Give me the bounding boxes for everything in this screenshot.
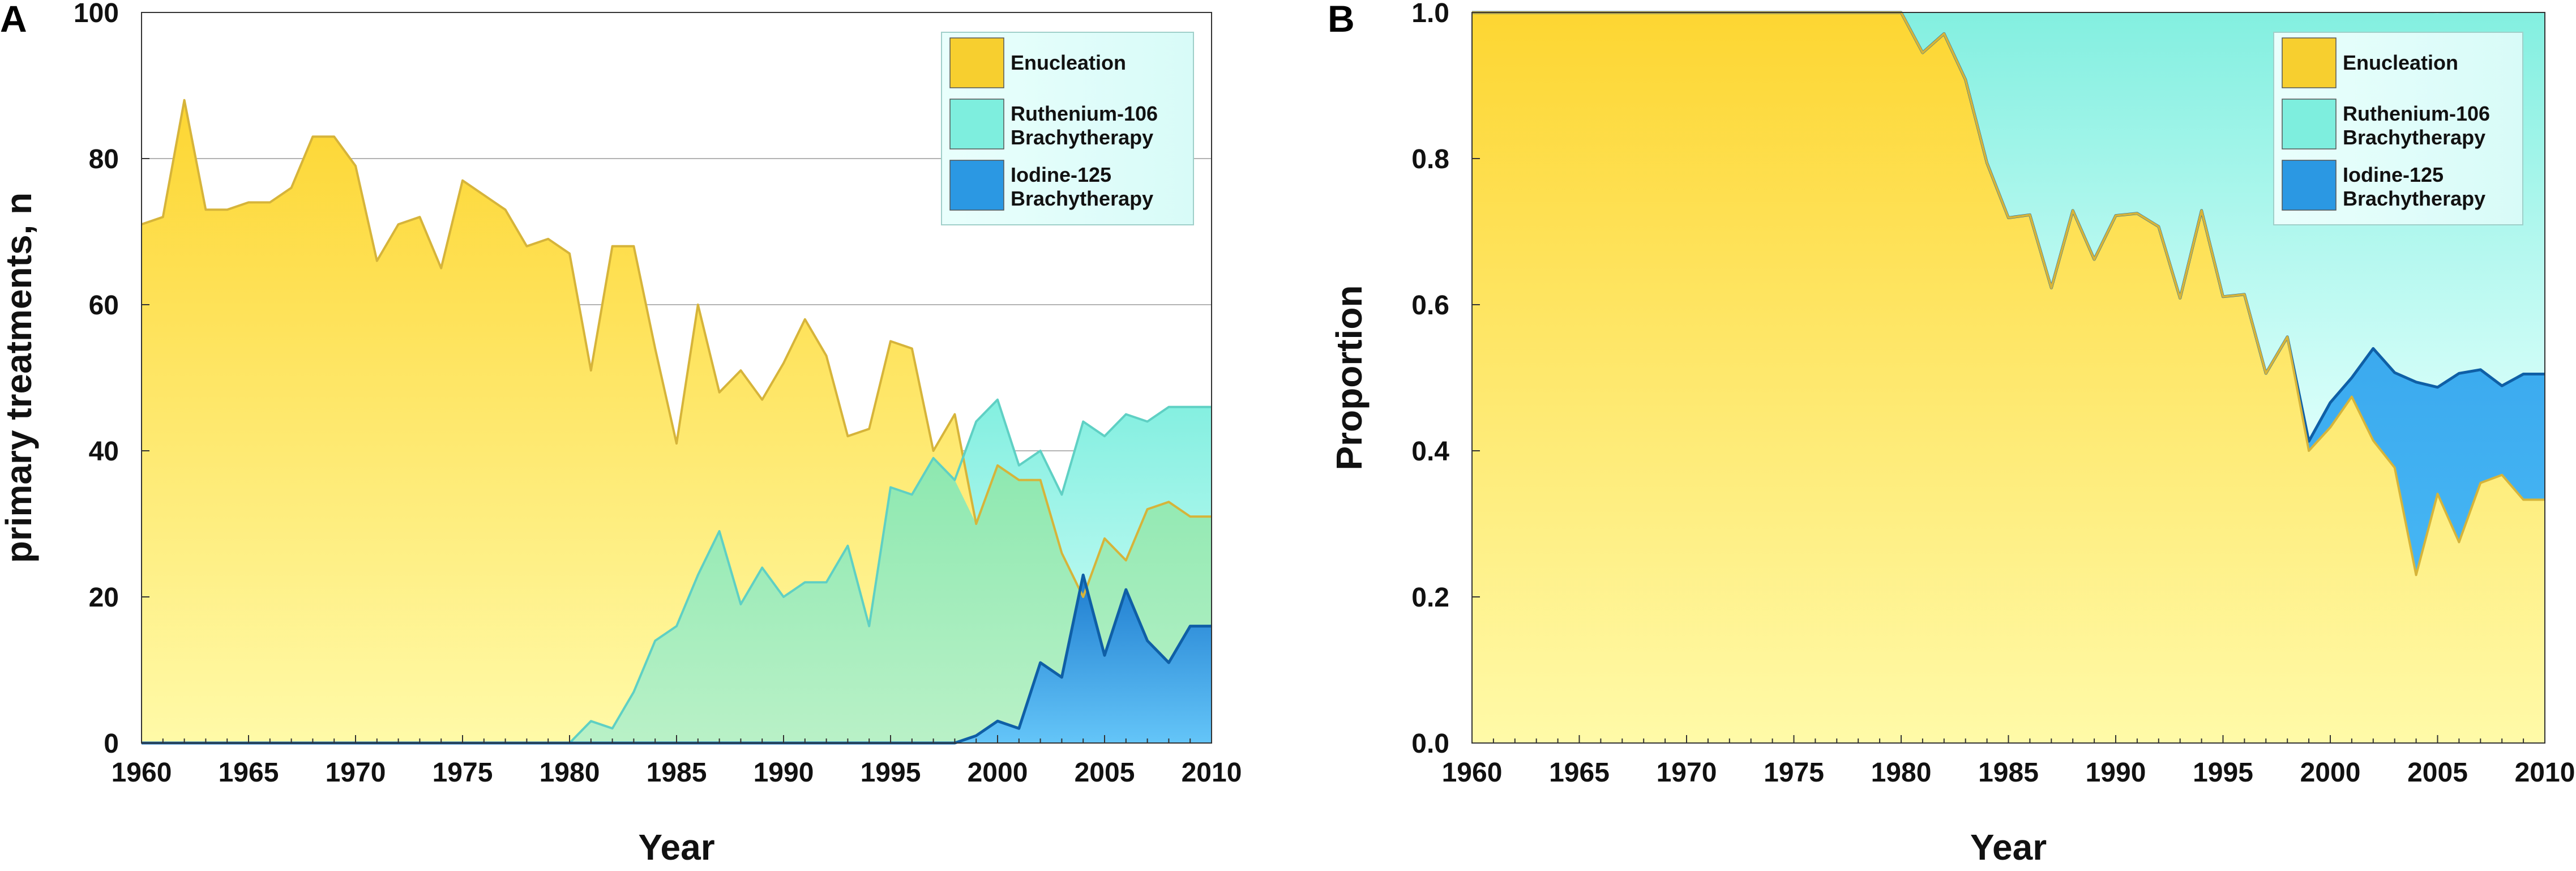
x-tick-label: 1985 bbox=[1978, 758, 2039, 788]
panel-b-x-axis-label: Year bbox=[1970, 827, 2047, 868]
y-tick-label: 100 bbox=[74, 0, 119, 28]
legend-swatch-enucleation bbox=[2282, 37, 2337, 88]
x-tick-label: 1985 bbox=[647, 758, 707, 788]
panel-a-y-axis-label: primary treatments, n bbox=[0, 193, 39, 563]
panel-a-y-ticks: 0 20 40 60 80 100 bbox=[74, 0, 149, 759]
y-tick-label: 0.2 bbox=[1411, 583, 1449, 613]
x-tick-label: 1960 bbox=[1442, 758, 1503, 788]
x-tick-label: 1965 bbox=[1549, 758, 1610, 788]
area-iodine-125 bbox=[142, 575, 1212, 743]
panel-b-y-axis-label: Proportion bbox=[1329, 285, 1370, 470]
series-line-enucleation bbox=[141, 99, 1212, 598]
x-tick-label: 1990 bbox=[2086, 758, 2146, 788]
area-overlap bbox=[142, 458, 1212, 743]
x-tick-label: 1965 bbox=[219, 758, 279, 788]
y-tick-label: 0.4 bbox=[1411, 437, 1449, 467]
x-tick-label: 2005 bbox=[2407, 758, 2468, 788]
panel-a-x-axis-label: Year bbox=[638, 827, 714, 868]
x-tick-label: 1970 bbox=[1657, 758, 1717, 788]
legend-label-ruthenium-106-brachytherapy: Ruthenium-106 Brachytherapy bbox=[1011, 102, 1158, 149]
y-tick-label: 1.0 bbox=[1411, 0, 1449, 28]
x-tick-label: 1980 bbox=[540, 758, 600, 788]
x-tick-label: 1975 bbox=[1764, 758, 1824, 788]
y-tick-label: 0.6 bbox=[1411, 291, 1449, 321]
panel-b-y-ticks: 0.0 0.2 0.4 0.6 0.8 1.0 bbox=[1411, 0, 1480, 759]
legend-label-enucleation: Enucleation bbox=[2343, 51, 2458, 74]
y-tick-label: 40 bbox=[89, 437, 119, 467]
x-tick-label: 1970 bbox=[326, 758, 386, 788]
panel-a: A 1960 1965 1970 1975 1980 1985 1990 1995 2000 20… bbox=[0, 0, 1242, 868]
y-tick-label: 0.0 bbox=[1411, 729, 1449, 759]
x-tick-label: 2000 bbox=[2300, 758, 2361, 788]
panel-a-areas bbox=[142, 100, 1212, 743]
y-tick-label: 80 bbox=[89, 144, 119, 174]
panel-b-x-ticks: 1960 1965 1970 1975 1980 1985 1990 1995 2000 2005… bbox=[1442, 735, 2575, 788]
x-tick-label: 1980 bbox=[1871, 758, 1932, 788]
legend-label-enucleation: Enucleation bbox=[1011, 51, 1126, 74]
x-tick-label: 1960 bbox=[112, 758, 172, 788]
legend-swatch-ruthenium-106-brachytherapy bbox=[949, 99, 1004, 150]
y-tick-label: 20 bbox=[89, 583, 119, 613]
legend-swatch-iodine-125-brachytherapy bbox=[949, 160, 1004, 211]
panel-b-label: B bbox=[1328, 0, 1355, 40]
panel-a-label: A bbox=[0, 0, 27, 40]
x-tick-label: 1990 bbox=[754, 758, 814, 788]
y-tick-label: 0 bbox=[104, 729, 119, 759]
x-tick-label: 2005 bbox=[1075, 758, 1135, 788]
panel-a-legend: Enucleation Ruthenium-106 Brachytherapy Iod… bbox=[941, 32, 1194, 225]
x-tick-label: 1995 bbox=[2193, 758, 2253, 788]
legend-label-ruthenium-106-brachytherapy: Ruthenium-106 Brachytherapy bbox=[2343, 102, 2490, 149]
panel-b-legend: Enucleation Ruthenium-106 Brachytherapy Iod… bbox=[2273, 32, 2523, 225]
y-tick-label: 60 bbox=[89, 291, 119, 321]
panel-b: B 1960 1965 1970 1975 1980 1985 1990 1995 2000 20… bbox=[1328, 0, 2575, 868]
x-tick-label: 2000 bbox=[968, 758, 1028, 788]
x-tick-label: 2010 bbox=[2515, 758, 2575, 788]
legend-swatch-enucleation bbox=[949, 37, 1004, 88]
y-tick-label: 0.8 bbox=[1411, 144, 1449, 174]
legend-swatch-iodine-125-brachytherapy bbox=[2282, 160, 2337, 211]
panel-a-x-ticks: 1960 1965 1970 1975 1980 1985 1990 1995 2000 2005… bbox=[112, 735, 1242, 788]
legend-label-iodine-125-brachytherapy: Iodine-125 Brachytherapy bbox=[1011, 163, 1153, 210]
x-tick-label: 1975 bbox=[433, 758, 493, 788]
x-tick-label: 2010 bbox=[1182, 758, 1242, 788]
area-enucleation bbox=[1472, 12, 2545, 743]
legend-swatch-ruthenium-106-brachytherapy bbox=[2282, 99, 2337, 150]
legend-label-iodine-125-brachytherapy: Iodine-125 Brachytherapy bbox=[2343, 163, 2485, 210]
x-tick-label: 1995 bbox=[861, 758, 921, 788]
